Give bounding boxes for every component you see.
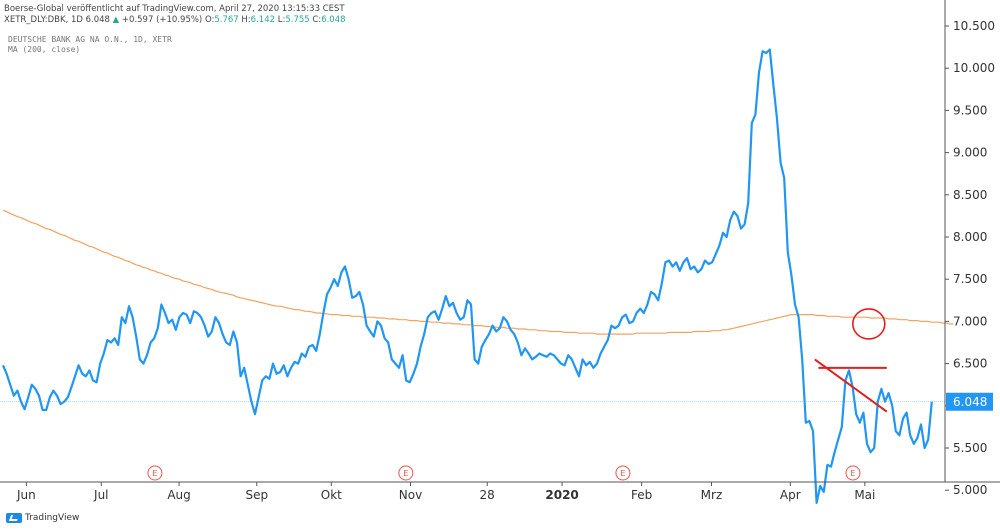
symbol-info-bar: XETR_DLY:DBK, 1D 6.048 ▲ +0.597 (+10.95%… xyxy=(4,15,346,25)
earnings-marker[interactable] xyxy=(845,465,861,481)
time-axis[interactable]: Jun Jul Aug Sep Okt Nov 28 2020 Feb Mrz Apr Mai xyxy=(0,481,1000,502)
symbol-label: XETR_DLY:DBK, 1D 6.048 xyxy=(4,15,110,25)
time-tick-label: Nov xyxy=(399,488,422,502)
price-tick-label: 9.500 xyxy=(953,103,987,117)
footer-brand-label: TradingView xyxy=(25,513,80,523)
price-tick-label: 7.500 xyxy=(953,272,987,286)
plot-lines xyxy=(0,48,954,504)
earnings-marker[interactable] xyxy=(615,465,631,481)
price-tick-label: 6.500 xyxy=(953,357,987,371)
time-tick-label: Aug xyxy=(167,488,190,502)
close-value: 6.048 xyxy=(321,15,346,25)
time-tick-label: 2020 xyxy=(545,488,578,502)
last-price-tag: 6.048 xyxy=(946,392,993,411)
trend-line-drawing[interactable] xyxy=(814,358,888,413)
price-tick-label: 10.500 xyxy=(953,19,995,33)
price-tick-label: 8.500 xyxy=(953,188,987,202)
price-tick-label: 8.000 xyxy=(953,230,987,244)
price-change: +0.597 (+10.95%) xyxy=(121,15,203,25)
close-label: C: xyxy=(312,15,322,25)
chart-legend-ma: MA (200, close) xyxy=(8,45,81,54)
publish-info: Boerse-Global veröffentlicht auf Trading… xyxy=(4,4,345,14)
time-tick-label: 28 xyxy=(480,488,495,502)
low-value: 5.755 xyxy=(285,15,310,25)
time-tick-label: Mrz xyxy=(701,488,723,502)
last-price-tag-box xyxy=(946,392,993,411)
price-tick-label: 10.000 xyxy=(953,61,995,75)
time-tick-label: Jul xyxy=(93,488,108,502)
time-tick-label: Okt xyxy=(321,488,342,502)
time-tick-label: Apr xyxy=(780,488,801,502)
drawing-annotations[interactable] xyxy=(814,308,888,413)
price-tick-label: 5.000 xyxy=(953,483,987,497)
ma-200-line xyxy=(2,209,954,335)
earnings-marker[interactable] xyxy=(398,465,414,481)
time-tick-label: Mai xyxy=(854,488,875,502)
time-tick-label: Sep xyxy=(245,488,268,502)
price-axis[interactable]: 5.0005.5006.0006.5007.0007.5008.0008.500… xyxy=(944,0,995,497)
earnings-marker[interactable] xyxy=(147,465,163,481)
price-tick-label: 5.500 xyxy=(953,441,987,455)
tradingview-logo-icon xyxy=(6,513,22,523)
chart-legend-title: DEUTSCHE BANK AG NA O.N., 1D, XETR xyxy=(8,35,172,44)
price-line xyxy=(1,48,933,504)
circle-drawing[interactable] xyxy=(851,308,886,340)
high-label: H: xyxy=(241,15,251,25)
time-tick-label: Jun xyxy=(16,488,36,502)
open-label: O: xyxy=(204,15,215,25)
low-label: L: xyxy=(277,15,286,25)
earnings-marker-label: E xyxy=(850,469,855,478)
high-value: 6.142 xyxy=(250,15,276,25)
earnings-marker-label: E xyxy=(620,469,625,478)
earnings-marker-label: E xyxy=(403,469,408,478)
time-tick-label: Feb xyxy=(631,488,652,502)
last-price-tag-label: 6.048 xyxy=(953,395,987,409)
open-value: 5.767 xyxy=(214,15,239,25)
footer-brand[interactable]: TradingView xyxy=(6,513,79,523)
price-tick-label: 9.000 xyxy=(953,146,987,160)
up-arrow-icon: ▲ xyxy=(112,15,120,25)
earnings-marker-label: E xyxy=(152,469,157,478)
price-tick-label: 7.000 xyxy=(953,314,987,328)
